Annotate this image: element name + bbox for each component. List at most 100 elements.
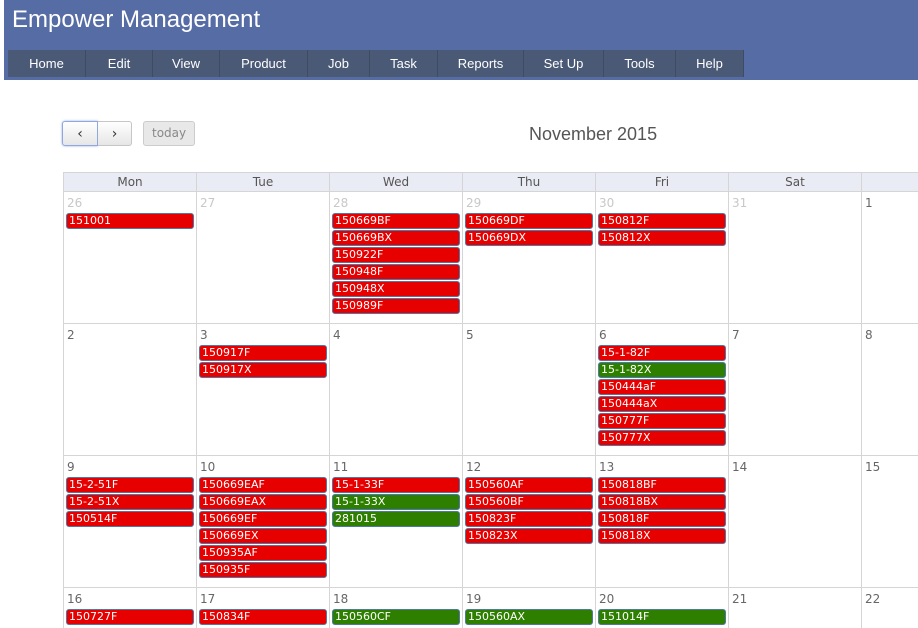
day-cell[interactable]: 30 150812F 150812X [595, 192, 728, 323]
day-cell[interactable]: 22 [861, 588, 918, 628]
day-number: 2 [67, 328, 75, 342]
calendar-event[interactable]: 150818F [598, 511, 726, 527]
day-cell[interactable]: 14 [728, 456, 861, 587]
calendar-event[interactable]: 150935AF [199, 545, 327, 561]
day-number: 11 [333, 460, 349, 474]
calendar-event[interactable]: 150823F [465, 511, 593, 527]
menu-home[interactable]: Home [8, 50, 86, 77]
calendar-event[interactable]: 150669EX [199, 528, 327, 544]
calendar-event[interactable]: 150777X [598, 430, 726, 446]
day-cell[interactable]: 7 [728, 324, 861, 455]
calendar-event[interactable]: 150812F [598, 213, 726, 229]
calendar-event[interactable]: 150917X [199, 362, 327, 378]
calendar-event[interactable]: 15-2-51X [66, 494, 194, 510]
calendar-event[interactable]: 15-1-33X [332, 494, 460, 510]
calendar-event[interactable]: 150444aX [598, 396, 726, 412]
calendar-event[interactable]: 150669BF [332, 213, 460, 229]
day-cell[interactable]: 12 150560AF 150560BF 150823F 150823X [462, 456, 595, 587]
day-number: 27 [200, 196, 216, 210]
day-cell[interactable]: 15 [861, 456, 918, 587]
day-cell[interactable]: 3 150917F 150917X [196, 324, 329, 455]
day-cell[interactable]: 19 150560AX [462, 588, 595, 628]
menu-help[interactable]: Help [676, 50, 744, 77]
calendar-event[interactable]: 150669EF [199, 511, 327, 527]
day-cell[interactable]: 20 151014F [595, 588, 728, 628]
day-cell[interactable]: 5 [462, 324, 595, 455]
day-cell[interactable]: 26 151001 [63, 192, 196, 323]
today-button[interactable]: today [143, 121, 196, 146]
calendar-event[interactable]: 150818BF [598, 477, 726, 493]
calendar-event[interactable]: 150818X [598, 528, 726, 544]
calendar-event[interactable]: 15-2-51F [66, 477, 194, 493]
day-cell[interactable]: 18 150560CF [329, 588, 462, 628]
day-cell[interactable]: 21 [728, 588, 861, 628]
day-number: 20 [599, 592, 615, 606]
day-number: 12 [466, 460, 482, 474]
day-cell[interactable]: 9 15-2-51F 15-2-51X 150514F [63, 456, 196, 587]
calendar-event[interactable]: 150444aF [598, 379, 726, 395]
calendar-event[interactable]: 150812X [598, 230, 726, 246]
calendar-event[interactable]: 151014F [598, 609, 726, 625]
day-cell[interactable]: 17 150834F [196, 588, 329, 628]
calendar-event[interactable]: 150514F [66, 511, 194, 527]
day-cell[interactable]: 1 [861, 192, 918, 323]
week-row: 26 151001 27 28 150669BF 150669BX 150922F 15094… [63, 192, 918, 324]
day-cell[interactable]: 31 [728, 192, 861, 323]
menu-set-up[interactable]: Set Up [524, 50, 604, 77]
calendar-event[interactable]: 150948F [332, 264, 460, 280]
day-cell[interactable]: 8 [861, 324, 918, 455]
calendar-event[interactable]: 150727F [66, 609, 194, 625]
prev-month-button[interactable]: ‹ [62, 121, 98, 146]
calendar-event[interactable]: 151001 [66, 213, 194, 229]
menu-edit[interactable]: Edit [86, 50, 153, 77]
calendar-event[interactable]: 150560BF [465, 494, 593, 510]
menu-tools[interactable]: Tools [604, 50, 676, 77]
day-cell[interactable]: 6 15-1-82F 15-1-82X 150444aF 150444aX 150777F… [595, 324, 728, 455]
day-cell[interactable]: 10 150669EAF 150669EAX 150669EF 150669EX 1509… [196, 456, 329, 587]
calendar-event[interactable]: 150669DX [465, 230, 593, 246]
calendar-event[interactable]: 150560CF [332, 609, 460, 625]
day-number: 5 [466, 328, 474, 342]
dow-fri: Fri [595, 173, 728, 191]
day-cell[interactable]: 16 150727F [63, 588, 196, 628]
calendar-event[interactable]: 150922F [332, 247, 460, 263]
day-number: 22 [865, 592, 881, 606]
calendar-event[interactable]: 281015 [332, 511, 460, 527]
day-cell[interactable]: 27 [196, 192, 329, 323]
calendar-event[interactable]: 15-1-82F [598, 345, 726, 361]
day-cell[interactable]: 29 150669DF 150669DX [462, 192, 595, 323]
calendar-event[interactable]: 150669BX [332, 230, 460, 246]
menu-product[interactable]: Product [220, 50, 308, 77]
calendar-event[interactable]: 150917F [199, 345, 327, 361]
menu-reports[interactable]: Reports [438, 50, 524, 77]
dow-wed: Wed [329, 173, 462, 191]
calendar-event[interactable]: 150989F [332, 298, 460, 314]
day-cell[interactable]: 13 150818BF 150818BX 150818F 150818X [595, 456, 728, 587]
calendar-event[interactable]: 15-1-82X [598, 362, 726, 378]
dow-tue: Tue [196, 173, 329, 191]
calendar-event[interactable]: 150669EAX [199, 494, 327, 510]
calendar-event[interactable]: 150818BX [598, 494, 726, 510]
calendar-event[interactable]: 150823X [465, 528, 593, 544]
day-number: 16 [67, 592, 83, 606]
month-calendar: Mon Tue Wed Thu Fri Sat 26 151001 27 28 150669BF 1… [63, 172, 918, 628]
calendar-event[interactable]: 150669EAF [199, 477, 327, 493]
calendar-event[interactable]: 150935F [199, 562, 327, 578]
calendar-event[interactable]: 150834F [199, 609, 327, 625]
day-cell[interactable]: 4 [329, 324, 462, 455]
next-month-button[interactable]: › [98, 121, 132, 146]
calendar-event[interactable]: 150560AF [465, 477, 593, 493]
calendar-event[interactable]: 150777F [598, 413, 726, 429]
day-cell[interactable]: 2 [63, 324, 196, 455]
day-cell[interactable]: 28 150669BF 150669BX 150922F 150948F 150948X 1… [329, 192, 462, 323]
day-number: 28 [333, 196, 349, 210]
calendar-event[interactable]: 150560AX [465, 609, 593, 625]
menu-task[interactable]: Task [370, 50, 438, 77]
menu-job[interactable]: Job [308, 50, 370, 77]
menu-view[interactable]: View [153, 50, 220, 77]
calendar-event[interactable]: 150669DF [465, 213, 593, 229]
dow-sat: Sat [728, 173, 861, 191]
calendar-event[interactable]: 150948X [332, 281, 460, 297]
calendar-event[interactable]: 15-1-33F [332, 477, 460, 493]
day-cell[interactable]: 11 15-1-33F 15-1-33X 281015 [329, 456, 462, 587]
